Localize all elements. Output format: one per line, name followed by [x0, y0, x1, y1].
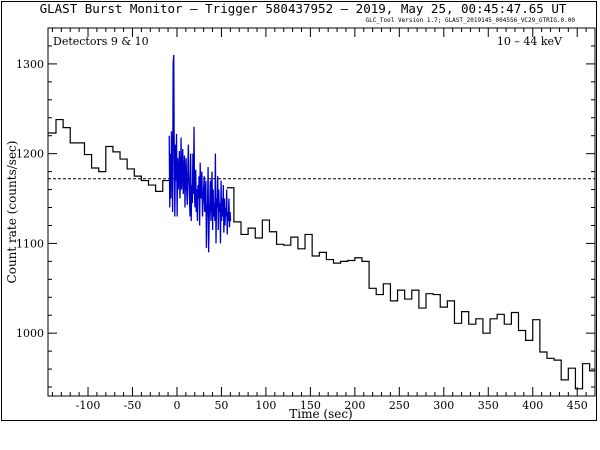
x-tick-label: 50	[214, 399, 228, 412]
x-tick-label: 350	[478, 399, 499, 412]
x-tick-label: 150	[300, 399, 321, 412]
x-tick-label: 450	[567, 399, 588, 412]
x-tick-label: 250	[389, 399, 410, 412]
chart-subtitle: GLC_Tool Version 1.7; GLAST_2019145_0045…	[365, 17, 575, 24]
x-tick-label: 300	[433, 399, 454, 412]
x-tick-label: 400	[522, 399, 543, 412]
count-rate-step-series	[48, 118, 595, 390]
x-tick-label: -50	[124, 399, 142, 412]
x-tick-label: 100	[255, 399, 276, 412]
x-tick-label: 0	[173, 399, 180, 412]
y-tick-label: 1200	[16, 148, 44, 161]
plot-area	[47, 27, 596, 397]
y-axis-label: Count rate (counts/sec)	[5, 141, 19, 284]
high-resolution-series	[168, 54, 232, 253]
y-tick-label: 1300	[16, 58, 44, 71]
y-tick-label: 1100	[16, 237, 44, 250]
energy-range-label: 10 – 44 keV	[497, 35, 563, 48]
x-tick-label: 200	[344, 399, 365, 412]
x-tick-label: -100	[76, 399, 101, 412]
y-axis-ticks: 1000 1100 1200 1300	[16, 27, 595, 388]
x-axis-ticks: -100 -50 0 50 100 150 200 250 300 350 400 450	[51, 28, 596, 412]
detectors-label: Detectors 9 & 10	[53, 35, 149, 48]
y-tick-label: 1000	[16, 327, 44, 340]
chart-title: GLAST Burst Monitor – Trigger 580437952 …	[40, 1, 567, 16]
x-axis-label: Time (sec)	[289, 407, 352, 421]
